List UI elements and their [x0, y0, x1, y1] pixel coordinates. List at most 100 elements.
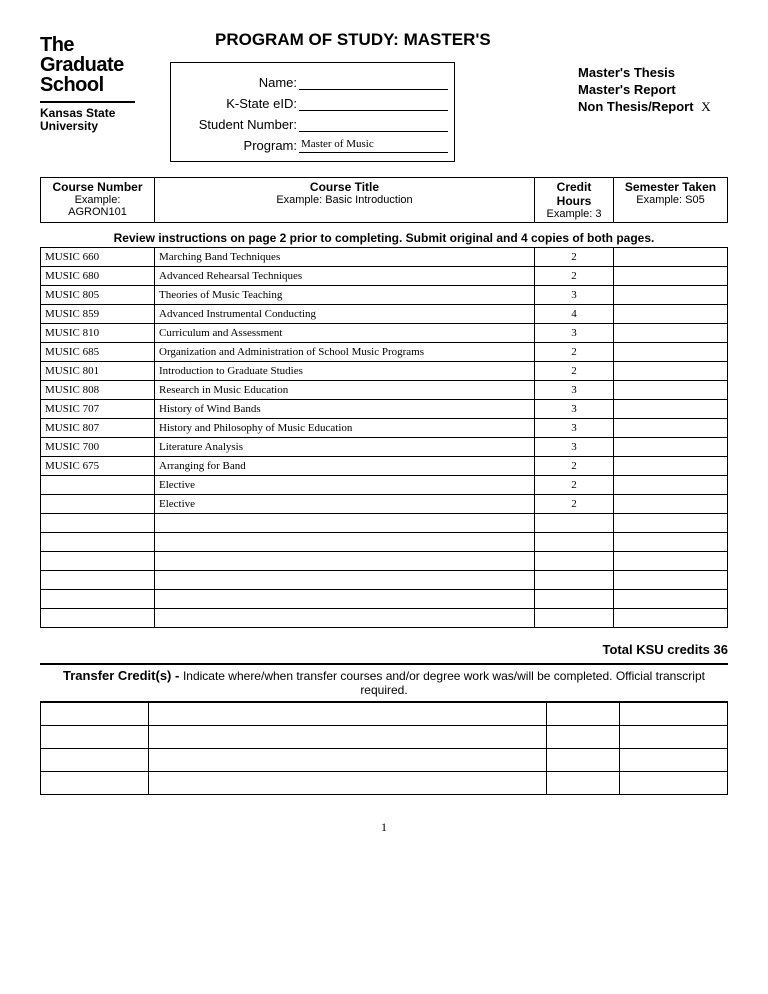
course-credit-cell[interactable]: [535, 590, 614, 609]
transfer-cell[interactable]: [41, 703, 149, 726]
course-title-cell[interactable]: Elective: [155, 495, 535, 514]
course-title-cell[interactable]: History and Philosophy of Music Educatio…: [155, 419, 535, 438]
course-title-cell[interactable]: [155, 514, 535, 533]
course-num-cell[interactable]: [41, 609, 155, 628]
eid-input[interactable]: [299, 95, 448, 111]
name-input[interactable]: [299, 74, 448, 90]
course-num-cell[interactable]: MUSIC 805: [41, 286, 155, 305]
course-sem-cell[interactable]: [614, 476, 728, 495]
transfer-cell[interactable]: [620, 726, 728, 749]
course-title-cell[interactable]: Curriculum and Assessment: [155, 324, 535, 343]
course-sem-cell[interactable]: [614, 267, 728, 286]
transfer-cell[interactable]: [620, 749, 728, 772]
course-sem-cell[interactable]: [614, 400, 728, 419]
course-sem-cell[interactable]: [614, 571, 728, 590]
transfer-cell[interactable]: [149, 749, 547, 772]
course-num-cell[interactable]: MUSIC 685: [41, 343, 155, 362]
course-num-cell[interactable]: MUSIC 810: [41, 324, 155, 343]
course-sem-cell[interactable]: [614, 305, 728, 324]
course-title-cell[interactable]: Marching Band Techniques: [155, 248, 535, 267]
course-num-cell[interactable]: MUSIC 859: [41, 305, 155, 324]
course-sem-cell[interactable]: [614, 343, 728, 362]
transfer-cell[interactable]: [620, 772, 728, 795]
course-title-cell[interactable]: [155, 609, 535, 628]
course-sem-cell[interactable]: [614, 457, 728, 476]
course-credit-cell[interactable]: 2: [535, 362, 614, 381]
course-credit-cell[interactable]: 2: [535, 457, 614, 476]
course-credit-cell[interactable]: [535, 552, 614, 571]
option-report[interactable]: Master's Report: [578, 82, 728, 99]
course-credit-cell[interactable]: 3: [535, 324, 614, 343]
course-credit-cell[interactable]: 2: [535, 343, 614, 362]
course-num-cell[interactable]: [41, 571, 155, 590]
course-sem-cell[interactable]: [614, 609, 728, 628]
course-sem-cell[interactable]: [614, 495, 728, 514]
program-input[interactable]: Master of Music: [299, 137, 448, 153]
course-title-cell[interactable]: [155, 571, 535, 590]
course-title-cell[interactable]: Theories of Music Teaching: [155, 286, 535, 305]
course-sem-cell[interactable]: [614, 324, 728, 343]
course-credit-cell[interactable]: [535, 533, 614, 552]
option-thesis[interactable]: Master's Thesis: [578, 65, 728, 82]
course-title-cell[interactable]: Literature Analysis: [155, 438, 535, 457]
course-title-cell[interactable]: [155, 590, 535, 609]
transfer-cell[interactable]: [41, 749, 149, 772]
course-num-cell[interactable]: MUSIC 700: [41, 438, 155, 457]
course-sem-cell[interactable]: [614, 419, 728, 438]
course-credit-cell[interactable]: 2: [535, 267, 614, 286]
course-credit-cell[interactable]: [535, 514, 614, 533]
course-num-cell[interactable]: MUSIC 680: [41, 267, 155, 286]
course-title-cell[interactable]: [155, 533, 535, 552]
course-credit-cell[interactable]: 2: [535, 495, 614, 514]
course-title-cell[interactable]: Research in Music Education: [155, 381, 535, 400]
course-num-cell[interactable]: [41, 476, 155, 495]
course-sem-cell[interactable]: [614, 248, 728, 267]
course-credit-cell[interactable]: 3: [535, 286, 614, 305]
course-sem-cell[interactable]: [614, 438, 728, 457]
course-credit-cell[interactable]: 2: [535, 476, 614, 495]
transfer-cell[interactable]: [547, 703, 620, 726]
course-sem-cell[interactable]: [614, 286, 728, 305]
course-credit-cell[interactable]: 3: [535, 381, 614, 400]
course-num-cell[interactable]: [41, 533, 155, 552]
transfer-cell[interactable]: [547, 772, 620, 795]
student-number-input[interactable]: [299, 116, 448, 132]
option-nonthesis[interactable]: Non Thesis/Report X: [578, 99, 728, 116]
course-sem-cell[interactable]: [614, 381, 728, 400]
course-title-cell[interactable]: Advanced Instrumental Conducting: [155, 305, 535, 324]
course-sem-cell[interactable]: [614, 552, 728, 571]
transfer-cell[interactable]: [149, 726, 547, 749]
course-num-cell[interactable]: MUSIC 675: [41, 457, 155, 476]
course-credit-cell[interactable]: 4: [535, 305, 614, 324]
course-title-cell[interactable]: Organization and Administration of Schoo…: [155, 343, 535, 362]
course-title-cell[interactable]: Advanced Rehearsal Techniques: [155, 267, 535, 286]
course-credit-cell[interactable]: 3: [535, 400, 614, 419]
course-num-cell[interactable]: MUSIC 707: [41, 400, 155, 419]
course-credit-cell[interactable]: [535, 571, 614, 590]
course-credit-cell[interactable]: 2: [535, 248, 614, 267]
course-title-cell[interactable]: [155, 552, 535, 571]
course-sem-cell[interactable]: [614, 590, 728, 609]
course-num-cell[interactable]: MUSIC 660: [41, 248, 155, 267]
course-num-cell[interactable]: MUSIC 801: [41, 362, 155, 381]
transfer-cell[interactable]: [41, 772, 149, 795]
course-title-cell[interactable]: Elective: [155, 476, 535, 495]
transfer-cell[interactable]: [547, 749, 620, 772]
course-num-cell[interactable]: [41, 590, 155, 609]
course-credit-cell[interactable]: 3: [535, 438, 614, 457]
transfer-cell[interactable]: [149, 772, 547, 795]
course-credit-cell[interactable]: [535, 609, 614, 628]
transfer-cell[interactable]: [41, 726, 149, 749]
course-credit-cell[interactable]: 3: [535, 419, 614, 438]
course-title-cell[interactable]: History of Wind Bands: [155, 400, 535, 419]
course-num-cell[interactable]: [41, 495, 155, 514]
transfer-cell[interactable]: [149, 703, 547, 726]
course-sem-cell[interactable]: [614, 362, 728, 381]
course-title-cell[interactable]: Arranging for Band: [155, 457, 535, 476]
course-num-cell[interactable]: MUSIC 808: [41, 381, 155, 400]
course-sem-cell[interactable]: [614, 514, 728, 533]
course-num-cell[interactable]: MUSIC 807: [41, 419, 155, 438]
course-sem-cell[interactable]: [614, 533, 728, 552]
course-num-cell[interactable]: [41, 514, 155, 533]
course-num-cell[interactable]: [41, 552, 155, 571]
